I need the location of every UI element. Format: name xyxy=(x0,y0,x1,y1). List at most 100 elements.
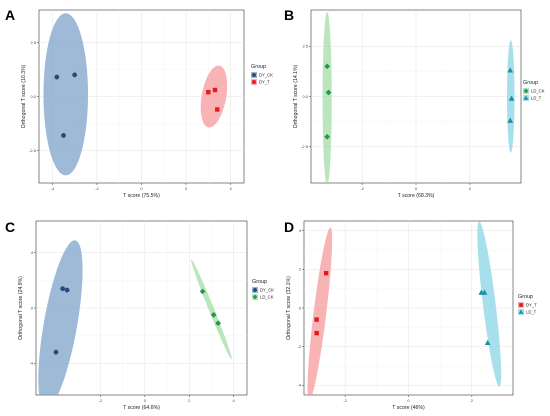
y-tick-label: -2 xyxy=(297,344,301,349)
x-axis-title: T score (75.5%) xyxy=(123,193,160,199)
legend-label: LD_T xyxy=(531,96,542,101)
legend: Group DY_T LD_T xyxy=(518,294,537,315)
y-tick-label: 2.5 xyxy=(302,44,308,49)
confidence-ellipses xyxy=(43,13,228,176)
legend: Group DY_CK LD_CK xyxy=(252,279,274,300)
legend-marker xyxy=(519,303,523,307)
x-tick-label: -4 xyxy=(51,186,55,191)
x-tick-label: 2 xyxy=(471,398,474,403)
x-tick-label: 0 xyxy=(415,186,418,191)
x-tick-label: 0 xyxy=(407,398,410,403)
data-point xyxy=(325,89,332,96)
panel-letter: D xyxy=(284,219,294,235)
data-point xyxy=(206,89,211,95)
x-tick-label: 4 xyxy=(233,398,236,403)
data-points xyxy=(314,271,491,345)
data-point xyxy=(64,287,70,293)
ellipse-dy-t xyxy=(200,65,228,128)
x-tick-label: 0 xyxy=(140,186,143,191)
legend-marker xyxy=(253,288,257,292)
legend-marker xyxy=(252,73,256,77)
legend-marker xyxy=(518,309,524,314)
confidence-ellipses xyxy=(38,240,232,395)
legend-label: LD_CK xyxy=(260,295,274,300)
panel-letter: A xyxy=(5,7,15,23)
data-point xyxy=(314,317,319,322)
y-tick-label: 0 xyxy=(299,305,302,310)
grid xyxy=(311,10,521,183)
data-points xyxy=(324,63,515,140)
panel-letter: C xyxy=(5,219,15,235)
legend-label: DY_CK xyxy=(259,73,273,78)
panel-d: D -2 0 2 -4 -2 0 2 4 T score (46%) Orthogonal T sc… xyxy=(284,219,537,411)
legend-title: Group xyxy=(518,294,533,300)
data-points xyxy=(53,286,221,355)
y-tick-label: -4 xyxy=(297,383,301,388)
legend-marker xyxy=(252,80,256,84)
confidence-ellipses xyxy=(322,12,515,183)
data-point xyxy=(324,133,331,140)
legend-title: Group xyxy=(251,64,266,70)
data-point xyxy=(72,72,78,78)
legend-label: DY_T xyxy=(259,80,270,85)
ellipse-dy-ck xyxy=(43,13,89,176)
y-tick-label: 0.0 xyxy=(30,94,36,99)
data-point xyxy=(199,288,206,295)
ellipse-ld-ck xyxy=(322,12,332,183)
ellipse-ld-t xyxy=(507,40,515,153)
panel-a: A -4 -2 0 2 4 -2.5 0.0 2.5 T score (75.5%) Orthogo… xyxy=(5,7,273,199)
x-tick-label: 0 xyxy=(144,398,147,403)
data-point xyxy=(54,74,60,80)
legend-label: DY_CK xyxy=(260,288,274,293)
legend-title: Group xyxy=(252,279,267,285)
ellipse-dy-ck xyxy=(38,240,83,395)
y-tick-label: 4 xyxy=(299,228,302,233)
legend-marker xyxy=(523,88,529,94)
legend-marker xyxy=(523,95,529,100)
grid xyxy=(304,221,513,395)
data-point xyxy=(215,320,221,327)
x-tick-label: 2 xyxy=(185,186,188,191)
x-axis-title: T score (46%) xyxy=(392,405,425,411)
data-point xyxy=(210,312,217,318)
y-axis-title: Orthogonal T score (32.1%) xyxy=(286,276,292,340)
data-point xyxy=(53,349,59,355)
ellipse-ld-ck xyxy=(191,259,232,360)
panel-letter: B xyxy=(284,7,294,23)
x-tick-label: -2 xyxy=(95,186,99,191)
x-tick-label: -2 xyxy=(99,398,103,403)
y-tick-label: 0 xyxy=(31,305,34,310)
x-tick-label: 2 xyxy=(469,186,472,191)
panel-c: C -2 0 2 4 -4 0 4 T score (64.6%) Orthogonal T sc… xyxy=(5,219,274,411)
legend-marker xyxy=(252,294,258,300)
legend-label: LD_T xyxy=(526,310,537,315)
legend-title: Group xyxy=(523,80,538,86)
data-point xyxy=(324,63,331,70)
y-tick-label: -2.5 xyxy=(29,148,37,153)
legend: Group LD_CK LD_T xyxy=(523,80,545,101)
y-axis-title: Orthogonal T score (14.1%) xyxy=(293,64,299,128)
ellipse-dy-t xyxy=(307,227,333,395)
data-point xyxy=(215,107,220,112)
x-tick-label: 2 xyxy=(188,398,191,403)
x-axis-title: T score (68.3%) xyxy=(398,193,435,199)
legend: Group DY_CK DY_T xyxy=(251,64,273,85)
ellipse-ld-t xyxy=(477,221,502,387)
panel-b: B -2 0 2 -2.5 0.0 2.5 T score (68.3%) Orthogonal… xyxy=(284,7,545,199)
y-tick-label: -2.5 xyxy=(301,144,309,149)
y-axis-title: Orthogonal T score (10.3%) xyxy=(21,64,27,128)
confidence-ellipses xyxy=(307,221,502,395)
y-tick-label: -4 xyxy=(29,361,33,366)
data-point xyxy=(60,286,66,292)
x-tick-label: -2 xyxy=(343,398,347,403)
data-point xyxy=(507,117,514,123)
x-axis-title: T score (64.6%) xyxy=(123,405,160,411)
data-point xyxy=(61,133,66,138)
legend-label: LD_CK xyxy=(531,89,545,94)
data-point xyxy=(507,67,514,73)
y-tick-label: 4 xyxy=(31,250,34,255)
data-point xyxy=(212,87,218,93)
data-point xyxy=(508,95,515,101)
data-points xyxy=(54,72,220,138)
